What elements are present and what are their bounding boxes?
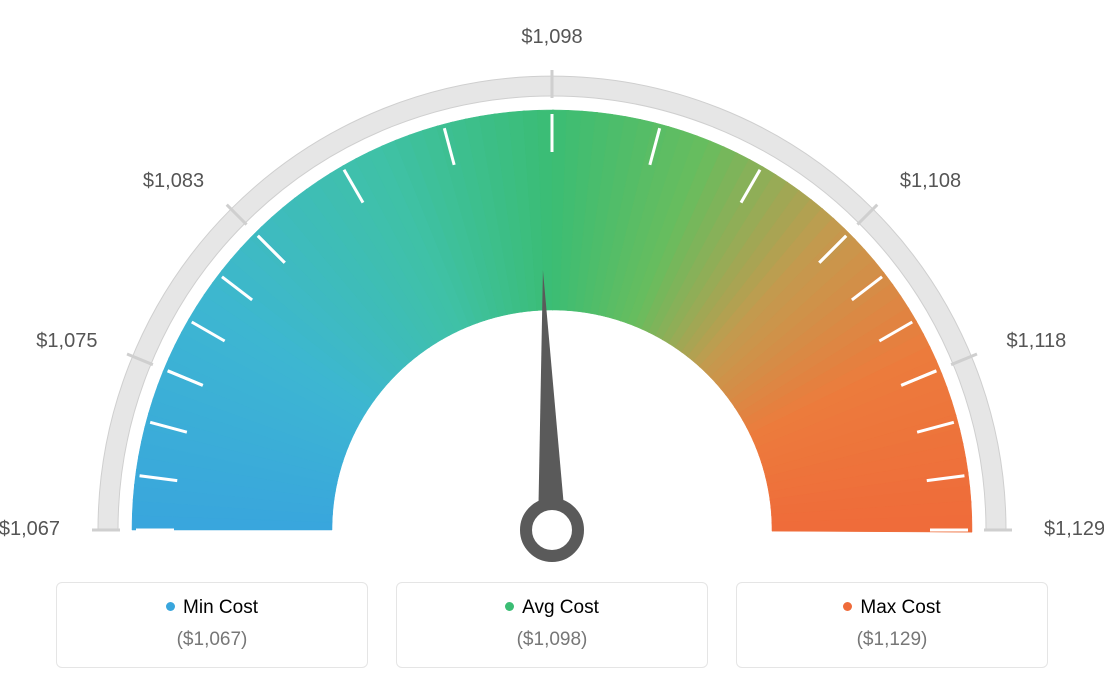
avg-cost-value: ($1,098)	[397, 629, 707, 651]
min-cost-value: ($1,067)	[57, 629, 367, 651]
gauge-svg	[0, 10, 1104, 570]
gauge-area: $1,067 $1,075 $1,083 $1,098 $1,108 $1,118 $1,1…	[0, 10, 1104, 570]
avg-cost-dot	[505, 602, 514, 611]
max-cost-card: Max Cost ($1,129)	[736, 582, 1048, 668]
gauge-tick-label: $1,108	[900, 170, 980, 193]
gauge-hub	[526, 504, 578, 556]
max-cost-value: ($1,129)	[737, 629, 1047, 651]
avg-cost-label: Avg Cost	[522, 597, 599, 618]
min-cost-dot	[166, 602, 175, 611]
gauge-tick-label: $1,098	[512, 26, 592, 49]
gauge-tick-label: $1,129	[1044, 518, 1104, 541]
min-cost-title: Min Cost	[57, 597, 367, 619]
avg-cost-title: Avg Cost	[397, 597, 707, 619]
max-cost-label: Max Cost	[860, 597, 940, 618]
min-cost-label: Min Cost	[183, 597, 258, 618]
gauge-tick-label: $1,067	[0, 518, 60, 541]
min-cost-card: Min Cost ($1,067)	[56, 582, 368, 668]
avg-cost-card: Avg Cost ($1,098)	[396, 582, 708, 668]
max-cost-dot	[843, 602, 852, 611]
gauge-chart-container: $1,067 $1,075 $1,083 $1,098 $1,108 $1,118 $1,1…	[0, 0, 1104, 690]
max-cost-title: Max Cost	[737, 597, 1047, 619]
gauge-tick-label: $1,118	[1007, 330, 1087, 353]
gauge-tick-label: $1,075	[17, 330, 97, 353]
summary-cards: Min Cost ($1,067) Avg Cost ($1,098) Max …	[56, 582, 1048, 668]
gauge-tick-label: $1,083	[124, 170, 204, 193]
